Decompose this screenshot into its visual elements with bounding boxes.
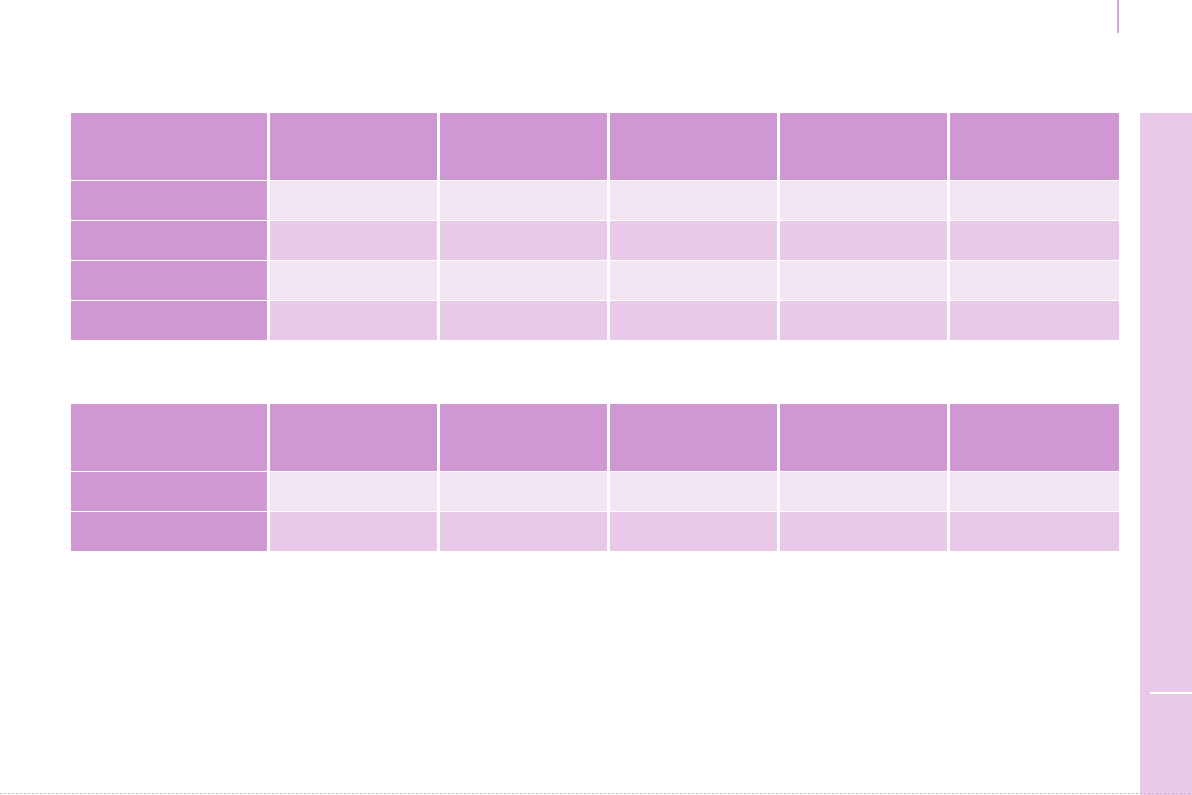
header-cell [71, 404, 267, 471]
table [71, 404, 1119, 551]
header-cell [780, 113, 947, 180]
data-cell [610, 512, 777, 551]
data-cell [780, 181, 947, 220]
data-cell [950, 221, 1119, 260]
data-cell [780, 472, 947, 511]
header-cell [610, 113, 777, 180]
data-cell [440, 301, 607, 340]
side-tab [1140, 113, 1192, 795]
data-cell [440, 261, 607, 300]
data-cell [270, 472, 437, 511]
data-cell [440, 181, 607, 220]
data-cell [270, 512, 437, 551]
data-cell [610, 221, 777, 260]
data-cell [440, 472, 607, 511]
data-cell [780, 512, 947, 551]
row-header-cell [71, 261, 267, 300]
data-cell [950, 261, 1119, 300]
header-cell [270, 113, 437, 180]
data-cell [950, 512, 1119, 551]
data-cell [610, 261, 777, 300]
data-cell [610, 472, 777, 511]
header-cell [440, 404, 607, 471]
header-cell [950, 113, 1119, 180]
data-cell [440, 221, 607, 260]
data-cell [610, 181, 777, 220]
table [71, 113, 1119, 340]
data-cell [440, 512, 607, 551]
header-cell [440, 113, 607, 180]
header-cell [270, 404, 437, 471]
data-cell [270, 221, 437, 260]
data-cell [780, 261, 947, 300]
header-cell [71, 113, 267, 180]
row-header-cell [71, 472, 267, 511]
data-cell [270, 181, 437, 220]
data-cell [780, 221, 947, 260]
data-cell [610, 301, 777, 340]
data-cell [270, 261, 437, 300]
row-header-cell [71, 512, 267, 551]
data-cell [950, 472, 1119, 511]
header-cell [950, 404, 1119, 471]
header-cell [780, 404, 947, 471]
header-cell [610, 404, 777, 471]
data-cell [950, 181, 1119, 220]
data-cell [780, 301, 947, 340]
data-cell [950, 301, 1119, 340]
row-header-cell [71, 221, 267, 260]
row-header-cell [71, 181, 267, 220]
data-cell [270, 301, 437, 340]
row-header-cell [71, 301, 267, 340]
